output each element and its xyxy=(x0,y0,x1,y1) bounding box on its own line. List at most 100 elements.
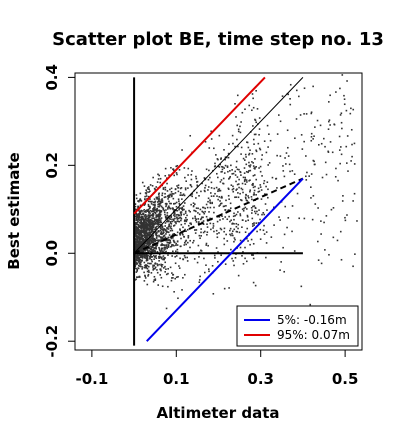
scatter-point xyxy=(139,259,141,262)
scatter-point xyxy=(231,173,234,175)
scatter-point xyxy=(169,222,172,224)
scatter-point xyxy=(234,238,236,241)
scatter-point xyxy=(265,151,268,154)
scatter-point xyxy=(158,198,160,200)
scatter-point xyxy=(176,164,179,167)
scatter-point xyxy=(138,221,141,224)
scatter-point xyxy=(159,229,162,232)
y-tick-label: -0.2 xyxy=(43,325,61,358)
scatter-point xyxy=(148,219,150,221)
scatter-point xyxy=(159,181,162,184)
scatter-point xyxy=(258,128,261,130)
scatter-point xyxy=(257,187,260,190)
scatter-point xyxy=(189,194,192,197)
line-identity xyxy=(133,77,304,254)
scatter-point xyxy=(163,244,166,247)
scatter-point xyxy=(137,205,140,208)
scatter-point xyxy=(152,246,154,248)
scatter-point xyxy=(173,211,176,214)
scatter-point xyxy=(347,170,349,172)
scatter-point xyxy=(143,210,146,213)
scatter-point xyxy=(203,230,206,233)
scatter-point xyxy=(150,203,153,205)
scatter-point xyxy=(279,269,281,271)
scatter-point xyxy=(219,227,222,230)
scatter-point xyxy=(223,230,225,233)
scatter-point xyxy=(263,180,266,182)
scatter-point xyxy=(142,228,145,231)
scatter-point xyxy=(162,207,165,210)
scatter-point xyxy=(232,172,235,175)
scatter-point xyxy=(212,195,215,197)
scatter-point xyxy=(248,104,251,107)
scatter-point xyxy=(229,202,232,205)
scatter-point xyxy=(153,187,156,190)
scatter-point xyxy=(139,204,142,207)
scatter-point xyxy=(299,114,302,116)
scatter-point xyxy=(134,233,137,236)
scatter-point xyxy=(203,257,205,260)
scatter-point xyxy=(173,241,176,243)
scatter-point xyxy=(162,255,165,257)
scatter-point xyxy=(136,226,139,229)
scatter-point xyxy=(220,157,222,159)
scatter-point xyxy=(346,80,348,82)
scatter-point xyxy=(218,166,221,168)
scatter-point xyxy=(198,256,200,258)
scatter-point xyxy=(174,188,177,190)
scatter-point xyxy=(242,157,245,160)
scatter-point xyxy=(282,170,285,172)
scatter-point xyxy=(170,279,173,282)
scatter-point xyxy=(154,212,157,215)
scatter-point xyxy=(150,239,153,242)
scatter-point xyxy=(165,204,168,206)
scatter-point xyxy=(192,217,194,220)
scatter-point xyxy=(228,215,230,218)
scatter-point xyxy=(144,235,147,238)
scatter-point xyxy=(203,189,206,192)
scatter-point xyxy=(249,149,251,151)
scatter-point xyxy=(159,210,161,213)
scatter-point xyxy=(154,267,156,270)
scatter-point xyxy=(229,233,231,236)
scatter-point xyxy=(233,218,235,221)
scatter-point xyxy=(166,231,169,233)
scatter-point xyxy=(268,162,271,164)
scatter-point xyxy=(185,216,187,219)
scatter-point xyxy=(205,264,207,266)
scatter-point xyxy=(163,228,166,231)
scatter-point xyxy=(142,210,144,212)
scatter-point xyxy=(150,223,153,225)
scatter-point xyxy=(251,198,253,201)
scatter-point xyxy=(158,200,160,203)
scatter-point xyxy=(158,214,160,216)
scatter-point xyxy=(154,244,157,247)
scatter-point xyxy=(183,213,185,216)
scatter-point xyxy=(220,254,222,257)
scatter-point xyxy=(141,181,144,184)
scatter-point xyxy=(156,197,158,200)
scatter-point xyxy=(259,218,261,221)
scatter-point xyxy=(148,222,151,224)
scatter-point xyxy=(146,209,148,211)
scatter-point xyxy=(167,285,169,288)
scatter-point xyxy=(167,246,170,248)
scatter-point xyxy=(200,250,203,252)
scatter-point xyxy=(158,249,161,251)
scatter-point xyxy=(213,187,216,190)
scatter-point xyxy=(191,193,194,195)
scatter-point xyxy=(160,264,163,267)
scatter-point xyxy=(255,150,258,153)
scatter-point xyxy=(165,233,167,235)
scatter-point xyxy=(214,192,216,195)
scatter-point xyxy=(143,219,146,221)
scatter-point xyxy=(137,233,140,236)
scatter-point xyxy=(141,231,144,234)
scatter-point xyxy=(186,214,188,217)
scatter-point xyxy=(184,256,187,259)
scatter-point xyxy=(184,210,187,213)
scatter-point xyxy=(235,189,237,191)
scatter-point xyxy=(151,260,153,263)
scatter-point xyxy=(147,200,150,203)
scatter-point xyxy=(156,201,159,203)
